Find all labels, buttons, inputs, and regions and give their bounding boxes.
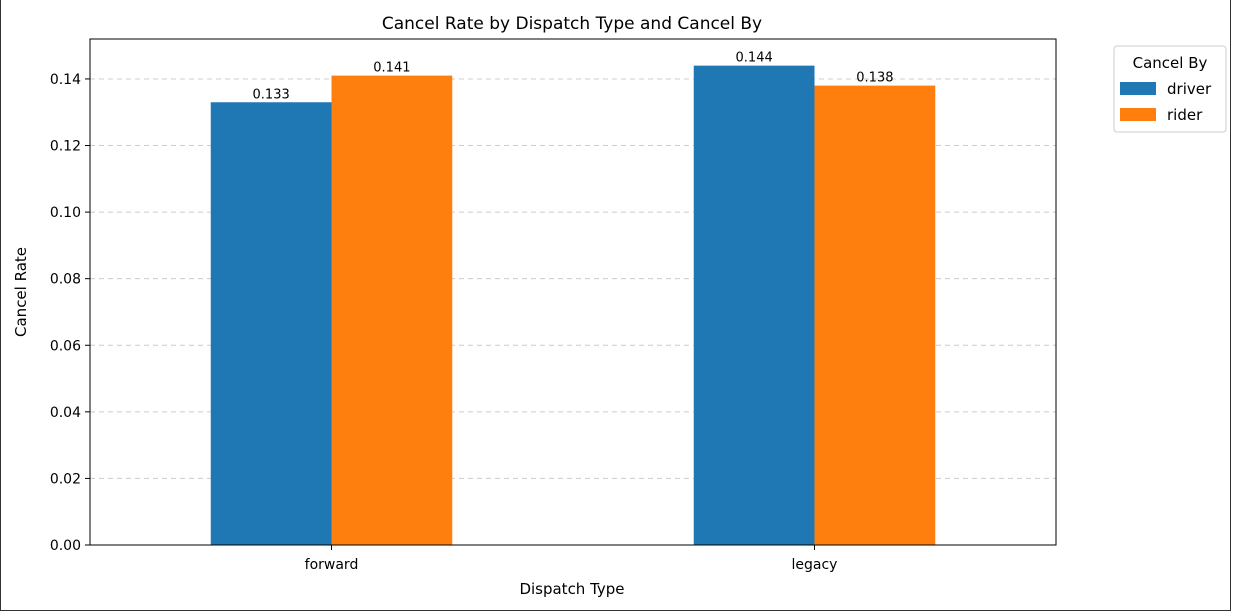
x-tick-label: forward [305,557,359,573]
bars [210,65,936,546]
bar-driver-forward [210,102,332,545]
legend-swatch-driver [1120,82,1156,95]
x-tick-label: legacy [792,557,838,573]
legend: Cancel By driver rider [1113,45,1227,133]
y-tick-label: 0.02 [50,471,81,487]
y-tick-label: 0.12 [50,139,81,155]
y-tick-label: 0.10 [50,205,81,221]
bar-value-labels: 0.133 0.141 0.144 0.138 [253,51,894,103]
bar-value-label: 0.144 [736,51,773,66]
legend-swatch-rider [1120,108,1156,121]
legend-label-driver: driver [1167,80,1212,98]
x-axis-label: Dispatch Type [519,580,624,598]
bar-rider-forward [331,75,453,546]
y-tick-label: 0.06 [50,338,81,354]
y-tick-label: 0.14 [50,72,81,88]
y-tick-label: 0.08 [50,272,81,288]
y-tick-label: 0.04 [50,405,81,421]
y-axis-label: Cancel Rate [12,247,30,337]
legend-title: Cancel By [1133,54,1208,72]
chart-title: Cancel Rate by Dispatch Type and Cancel … [382,14,762,34]
x-axis-ticks: forward legacy [305,545,838,573]
bar-driver-legacy [693,65,815,545]
bar-rider-legacy [814,85,936,546]
bar-value-label: 0.138 [856,71,893,86]
y-tick-label: 0.00 [50,538,81,554]
bar-value-label: 0.133 [253,87,290,102]
plot-area [89,38,1057,546]
y-axis-ticks: 0.00 0.02 0.04 0.06 0.08 0.10 0.12 0.14 [50,72,90,554]
legend-label-rider: rider [1167,106,1203,124]
bar-value-label: 0.141 [373,61,410,76]
